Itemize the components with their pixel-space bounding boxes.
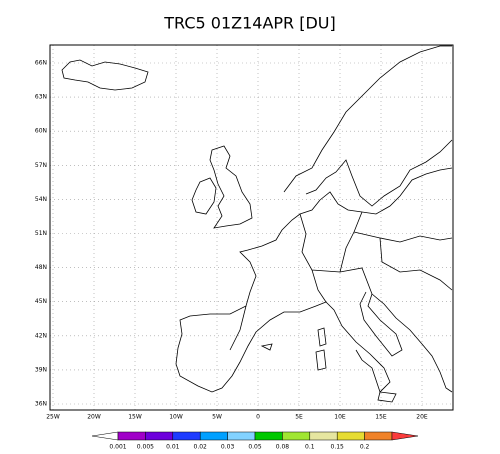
lat-label: 39N [35,366,47,373]
colorbar-label: 0.05 [248,444,262,451]
great-britain [209,145,253,229]
colorbar-segment [336,431,365,441]
map-title: TRC5 01Z14APR [DU] [163,14,336,33]
lat-label: 51N [35,230,47,237]
lat-label: 45N [35,298,47,305]
lat-label: 63N [35,94,47,101]
colorbar-segment [172,431,201,441]
colorbar-segment [145,431,174,441]
islands [260,327,397,403]
lon-label: 20W [87,414,101,421]
grid: 36N 39N 42N 45N 48N 51N 54N 57N 60N 63N 66N 25W 20W 1… [35,45,453,421]
lat-label: 42N [35,332,47,339]
colorbar-segment [309,431,338,441]
colorbar-label: 0.03 [221,444,235,451]
borders [229,211,453,351]
lat-label: 48N [35,264,47,271]
scandinavia [283,45,453,207]
colorbar-label: 0.01 [166,444,180,451]
balkans [371,293,453,393]
colorbar-segment [227,431,256,441]
colorbar-label: 0.001 [109,444,126,451]
lon-label: 15W [128,414,142,421]
colorbar-end-high [391,431,419,441]
continent-west [175,199,327,393]
lat-label: 36N [35,401,47,408]
lon-label: 15E [375,414,387,421]
lon-label: 20E [416,414,428,421]
lon-label: 25W [46,414,60,421]
map-frame [49,44,454,411]
ireland [191,177,217,215]
lat-label: 54N [35,196,47,203]
lon-label: 5E [295,414,303,421]
colorbar-label: 0.1 [305,444,315,451]
colorbar-segment [364,431,393,441]
colorbar-segment [254,431,283,441]
colorbar-label: 0.005 [137,444,154,451]
lat-label: 66N [35,60,47,67]
colorbar-segment [199,431,228,441]
lon-label: 5W [212,414,222,421]
lat-label: 60N [35,128,47,135]
lat-label: 57N [35,162,47,169]
colorbar: 0.001 0.005 0.01 0.02 0.03 0.05 0.08 0.1 0.15 0.2 [91,431,419,451]
colorbar-label: 0.02 [194,444,208,451]
iceland [61,59,149,91]
coastlines [61,45,453,403]
colorbar-segment [117,431,146,441]
lon-label: 0 [256,414,260,421]
colorbar-label: 0.2 [360,444,370,451]
italy [325,291,403,393]
colorbar-segment [282,431,311,441]
colorbar-label: 0.15 [331,444,345,451]
colorbar-label: 0.08 [276,444,290,451]
lon-label: 10E [334,414,346,421]
lon-label: 10W [169,414,183,421]
baltic [319,167,453,215]
